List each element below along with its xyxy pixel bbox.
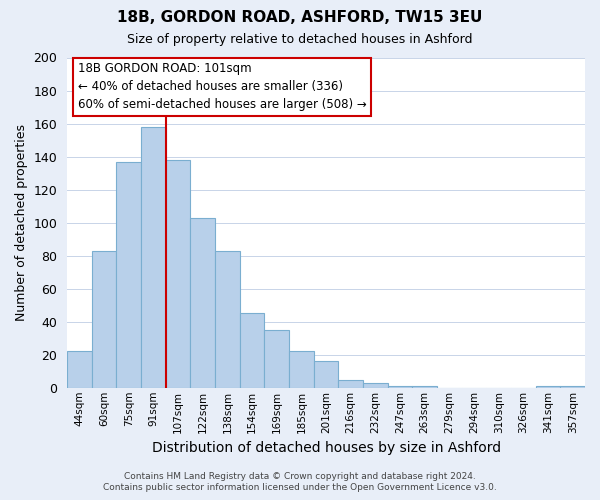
Text: Contains HM Land Registry data © Crown copyright and database right 2024.
Contai: Contains HM Land Registry data © Crown c… [103,472,497,492]
Bar [289,352,314,388]
Bar [190,218,215,388]
Bar [536,386,560,388]
Bar [560,386,585,388]
X-axis label: Distribution of detached houses by size in Ashford: Distribution of detached houses by size … [152,441,500,455]
Bar [92,250,116,388]
Bar [388,386,412,388]
Bar [240,314,265,388]
Bar [314,362,338,388]
Text: Size of property relative to detached houses in Ashford: Size of property relative to detached ho… [127,32,473,46]
Bar [338,380,363,388]
Bar [141,127,166,388]
Bar [116,162,141,388]
Bar [215,250,240,388]
Text: 18B, GORDON ROAD, ASHFORD, TW15 3EU: 18B, GORDON ROAD, ASHFORD, TW15 3EU [118,10,482,25]
Bar [265,330,289,388]
Text: 18B GORDON ROAD: 101sqm
← 40% of detached houses are smaller (336)
60% of semi-d: 18B GORDON ROAD: 101sqm ← 40% of detache… [77,62,366,112]
Bar [67,352,92,388]
Bar [363,383,388,388]
Y-axis label: Number of detached properties: Number of detached properties [15,124,28,321]
Bar [412,386,437,388]
Bar [166,160,190,388]
